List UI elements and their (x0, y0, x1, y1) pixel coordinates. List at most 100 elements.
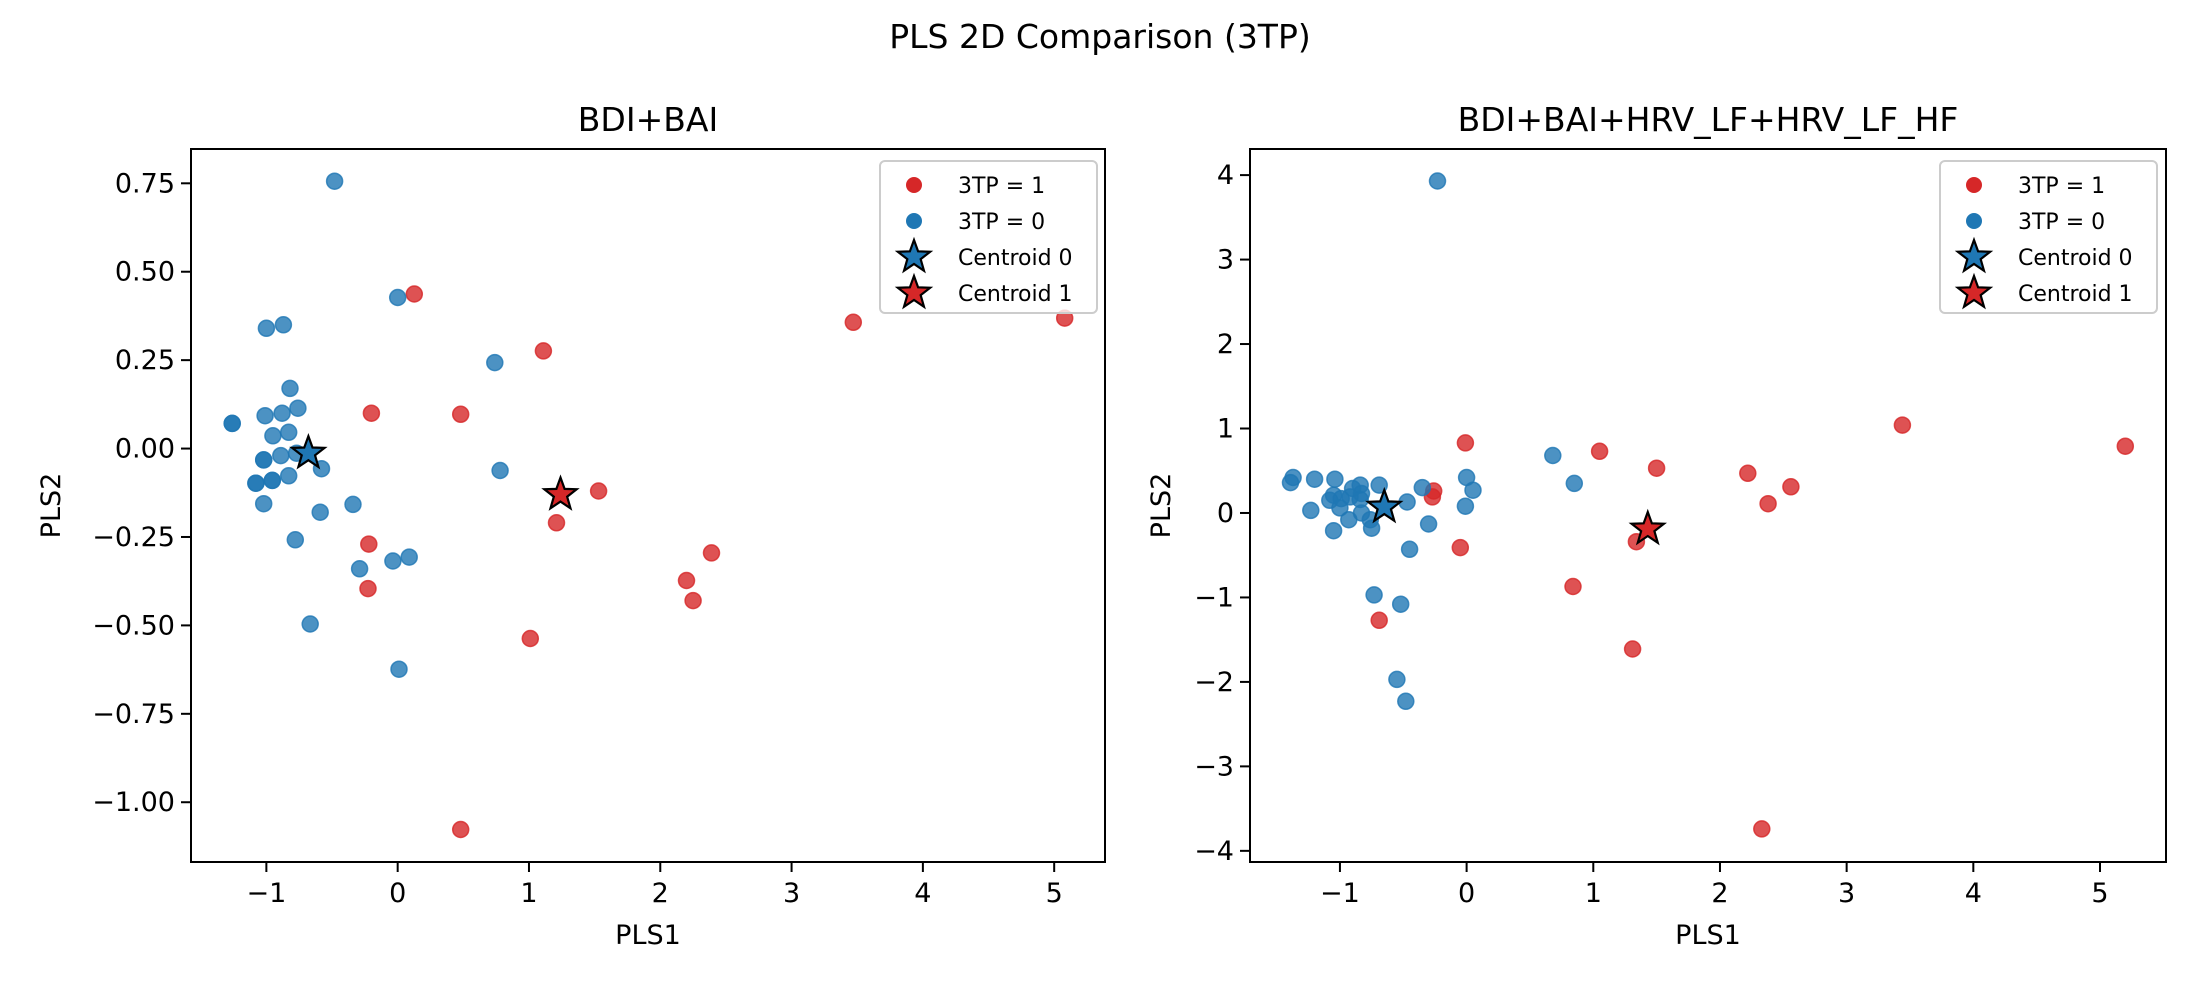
y-axis-label: PLS2 (1146, 473, 1177, 539)
point-3tp-0 (1302, 501, 1320, 520)
x-axis-label: PLS1 (615, 920, 681, 951)
centroid-0-star (289, 432, 328, 470)
point-3tp-0 (279, 423, 298, 442)
y-tick-label: −0.50 (92, 610, 175, 641)
point-3tp-0 (254, 494, 273, 513)
legend: 3TP = 1 3TP = 0 Centroid 0 Centroid 1 (879, 160, 1098, 314)
point-3tp-1 (1451, 538, 1470, 557)
subplot-right: BDI+BAI+HRV_LF+HRV_LF_HF −1 0 1 2 3 4 5 4 3 2 1 0 −1 −… (1146, 100, 2167, 951)
point-3tp-0 (1456, 497, 1475, 515)
point-3tp-1 (1564, 577, 1582, 596)
point-3tp-0 (1365, 586, 1383, 604)
point-3tp-0 (1544, 446, 1562, 465)
point-3tp-1 (1739, 464, 1757, 483)
x-tick-label: 1 (1585, 878, 1602, 909)
subplot-title: BDI+BAI+HRV_LF+HRV_LF_HF (1458, 100, 1959, 139)
point-3tp-0 (400, 548, 418, 566)
data-points (1281, 172, 2135, 838)
centroid-1-star (541, 474, 580, 511)
x-tick-label: 3 (783, 878, 800, 909)
legend-label: Centroid 1 (958, 282, 1073, 307)
point-3tp-1 (1456, 434, 1475, 452)
legend-frame (1939, 160, 2158, 314)
point-3tp-1 (405, 285, 424, 303)
legend-marker-3tp-1 (906, 177, 922, 193)
y-tick-label: −1.00 (92, 787, 175, 818)
centroid-1-star (1628, 508, 1667, 546)
x-axis-label: PLS1 (1675, 920, 1741, 951)
point-3tp-0 (1326, 470, 1344, 488)
point-3tp-1 (677, 571, 696, 590)
y-tick-label: 0.75 (115, 168, 175, 199)
point-3tp-0 (325, 172, 344, 190)
y-tick-label: −4 (1194, 836, 1234, 867)
point-3tp-1 (589, 482, 608, 500)
x-tick-label: −1 (246, 878, 286, 909)
point-3tp-0 (289, 399, 307, 417)
point-3tp-0 (311, 503, 329, 521)
point-3tp-0 (254, 451, 273, 469)
point-3tp-1 (1782, 478, 1800, 496)
point-3tp-1 (1370, 611, 1388, 630)
subplot-left: BDI+BAI −1 0 1 2 3 4 5 0.75 0.50 0.25 0.00 −0.25 −0.5… (36, 100, 1106, 951)
x-tick-label: 0 (389, 878, 406, 909)
point-3tp-0 (274, 316, 293, 334)
point-3tp-1 (1623, 640, 1642, 658)
point-3tp-0 (256, 406, 274, 425)
legend: 3TP = 1 3TP = 0 Centroid 0 Centroid 1 (1939, 160, 2158, 314)
subplot-title: BDI+BAI (578, 100, 718, 139)
point-3tp-0 (344, 495, 362, 514)
legend-label: Centroid 1 (2018, 282, 2133, 307)
axes-frame (1249, 148, 2167, 863)
axes-frame (190, 148, 1106, 863)
legend-marker-3tp-0 (1966, 213, 1982, 229)
point-3tp-0 (1397, 692, 1415, 711)
point-3tp-0 (1388, 670, 1406, 689)
legend-marker-3tp-1 (1966, 177, 1982, 193)
point-3tp-1 (359, 579, 377, 598)
point-3tp-0 (1362, 519, 1381, 537)
point-3tp-1 (2116, 437, 2135, 455)
y-tick-label: −3 (1194, 751, 1234, 782)
point-3tp-0 (263, 471, 282, 490)
point-3tp-0 (1340, 510, 1358, 529)
x-tick-label: 5 (2091, 878, 2108, 909)
point-3tp-0 (350, 560, 369, 578)
point-3tp-1 (360, 535, 378, 553)
point-3tp-0 (384, 552, 402, 570)
point-3tp-0 (1464, 481, 1482, 499)
point-3tp-0 (1281, 473, 1300, 492)
point-3tp-0 (388, 288, 407, 307)
point-3tp-0 (1413, 478, 1432, 497)
point-3tp-0 (1419, 515, 1438, 533)
y-tick-label: 0 (1217, 498, 1234, 529)
y-tick-label: −0.75 (92, 699, 175, 730)
point-3tp-0 (1400, 540, 1419, 559)
legend-star-centroid-0-icon (894, 236, 934, 274)
legend-star-centroid-0-icon (1954, 236, 1994, 274)
point-3tp-1 (521, 629, 540, 648)
figure-suptitle: PLS 2D Comparison (3TP) (889, 17, 1311, 56)
point-3tp-0 (247, 474, 265, 492)
point-3tp-1 (1753, 820, 1771, 838)
y-tick-label: 2 (1217, 329, 1234, 360)
y-tick-label: 0.25 (115, 345, 175, 376)
x-tick-label: 4 (1965, 878, 1982, 909)
point-3tp-0 (223, 414, 241, 433)
y-tick-label: −0.25 (92, 522, 175, 553)
y-tick-label: 0.50 (115, 257, 175, 288)
point-3tp-1 (1590, 442, 1609, 461)
x-tick-label: 0 (1458, 878, 1475, 909)
point-3tp-1 (1759, 494, 1777, 513)
point-3tp-0 (1391, 595, 1410, 613)
legend-label: 3TP = 0 (2018, 210, 2105, 235)
point-3tp-1 (1893, 416, 1912, 434)
data-points (223, 172, 1074, 839)
legend-marker-3tp-0 (906, 213, 922, 229)
y-tick-label: 0.00 (115, 434, 175, 465)
point-3tp-0 (264, 427, 282, 445)
point-3tp-1 (1647, 459, 1666, 477)
x-tick-label: 2 (1711, 878, 1728, 909)
point-3tp-0 (491, 461, 509, 480)
